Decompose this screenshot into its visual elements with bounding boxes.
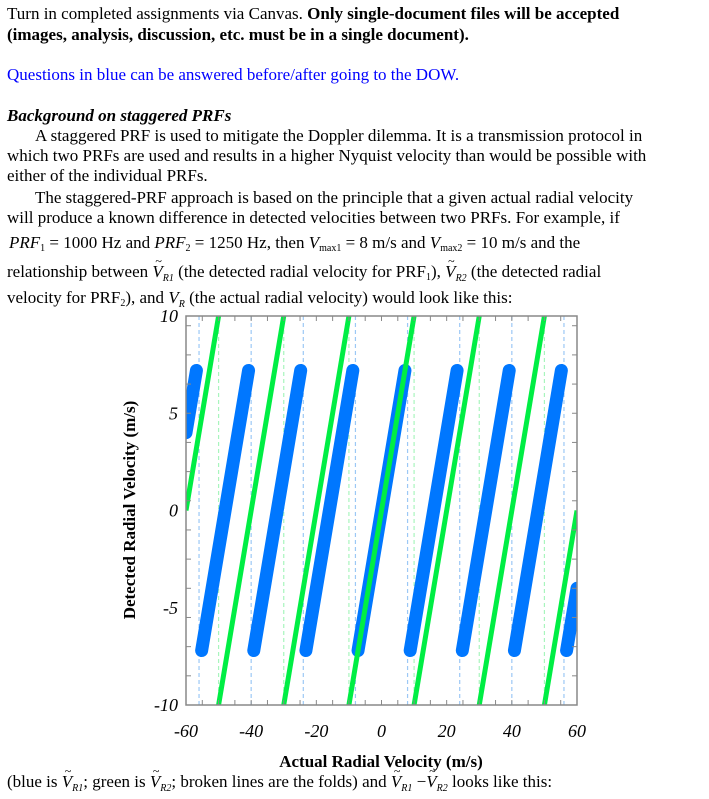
prf1-subscript: 1 [40, 243, 46, 254]
vr1-segment [403, 363, 464, 658]
text: and [396, 233, 430, 252]
vr2-symbol: V [150, 761, 160, 792]
subscript: 2 [120, 298, 126, 309]
text: and the [526, 233, 581, 252]
vr2-segment [541, 510, 577, 705]
instruction-text: Turn in completed assignments via Canvas… [7, 4, 308, 23]
vr2-symbol: V [445, 251, 455, 282]
vr2-segment [346, 316, 417, 705]
paragraph-2-line-3: PRF1 = 1000 Hz and PRF2 = 1250 Hz, then … [9, 233, 580, 259]
vr2-segment [411, 316, 482, 705]
x-tick-label: -40 [239, 721, 263, 741]
text: ), and [125, 288, 169, 307]
vmax1-value: = 8 m/s [341, 233, 397, 252]
vr2-segment [216, 316, 287, 705]
vmax2-value: = 10 m/s [462, 233, 527, 252]
vmax2-subscript: max2 [440, 243, 463, 254]
x-axis-title: Actual Radial Velocity (m/s) [279, 752, 483, 771]
text: ; green is [83, 772, 150, 791]
vr1-segment [299, 363, 360, 658]
vr1-segment [195, 363, 256, 658]
prf1-value: = 1000 Hz [45, 233, 122, 252]
vr2-subscript: R2 [160, 783, 172, 794]
vr1-symbol: V [152, 251, 162, 282]
prf2-symbol: PRF [154, 233, 186, 252]
vr1-segment [560, 581, 577, 658]
x-tick-label: -60 [174, 721, 198, 741]
prf2-subscript: 2 [185, 243, 191, 254]
text: ; broken lines are the folds) and [171, 772, 391, 791]
paragraph-1-line-1: A staggered PRF is used to mitigate the … [35, 126, 643, 145]
minus-sign: − [412, 772, 427, 791]
text: looks like this: [447, 772, 553, 791]
vr2-subscript: R2 [436, 783, 448, 794]
x-tick-label: 60 [568, 721, 586, 741]
vr2-segment [186, 316, 222, 511]
vmax2-symbol: V [429, 233, 441, 252]
vmax1-subscript: max1 [319, 243, 342, 254]
blue-questions-note: Questions in blue can be answered before… [7, 65, 460, 84]
text: ), [431, 262, 446, 281]
vr-subscript: R [178, 299, 185, 310]
vr2-symbol: V [426, 761, 436, 792]
x-tick-label: 20 [438, 721, 456, 741]
instruction-bold-continued: (images, analysis, discussion, etc. must… [7, 25, 469, 44]
y-tick-label: 5 [169, 403, 178, 423]
y-tick-label: -10 [154, 695, 178, 715]
paragraph-2-line-2: will produce a known difference in detec… [7, 208, 620, 227]
vr1-segment [247, 363, 308, 658]
text: (the detected radial [466, 262, 602, 281]
instruction-bold: Only single-document files will be accep… [307, 4, 620, 23]
vr1-subscript: R1 [72, 783, 84, 794]
vr1-symbol: V [391, 761, 401, 792]
y-axis-title: Detected Radial Velocity (m/s) [120, 401, 139, 620]
figure-caption: (blue is VR1; green is VR2; broken lines… [7, 761, 553, 799]
text: relationship between [7, 262, 153, 281]
vr1-segment [455, 363, 516, 658]
vr1-segment [507, 363, 568, 658]
y-tick-label: 0 [169, 501, 178, 521]
vr-symbol: V [168, 288, 179, 307]
paragraph-2-line-1: The staggered-PRF approach is based on t… [35, 188, 634, 207]
text: (the detected radial velocity for PRF [173, 262, 426, 281]
vmax1-symbol: V [308, 233, 320, 252]
vr1-subscript: R1 [162, 273, 174, 284]
text: velocity for PRF [7, 288, 121, 307]
text: , then [266, 233, 309, 252]
vr1-subscript: R1 [401, 783, 413, 794]
text: (the actual radial velocity) would look … [184, 288, 513, 307]
vr2-segment [281, 316, 352, 705]
paragraph-1-line-3: either of the individual PRFs. [7, 166, 208, 185]
y-tick-label: 10 [160, 306, 178, 326]
prf1-symbol: PRF [9, 233, 41, 252]
prf2-value: = 1250 Hz [190, 233, 267, 252]
section-heading: Background on staggered PRFs [7, 106, 232, 125]
vr2-subscript: R2 [455, 273, 467, 284]
paragraph-2-line-5: velocity for PRF2), and VR (the actual r… [7, 288, 512, 315]
paragraph-2-line-4: relationship between VR1 (the detected r… [7, 251, 602, 289]
y-tick-label: -5 [163, 598, 178, 618]
x-tick-label: 0 [377, 721, 386, 741]
x-tick-label: -20 [304, 721, 328, 741]
subscript: 1 [426, 272, 431, 283]
text: and [121, 233, 155, 252]
vr2-segment [476, 316, 547, 705]
vr1-segment [186, 363, 203, 440]
submission-instructions: Turn in completed assignments via Canvas… [7, 4, 619, 24]
paragraph-1-line-2: which two PRFs are used and results in a… [7, 146, 647, 165]
x-tick-label: 40 [503, 721, 521, 741]
vr1-symbol: V [62, 761, 72, 792]
text: (blue is [7, 772, 62, 791]
